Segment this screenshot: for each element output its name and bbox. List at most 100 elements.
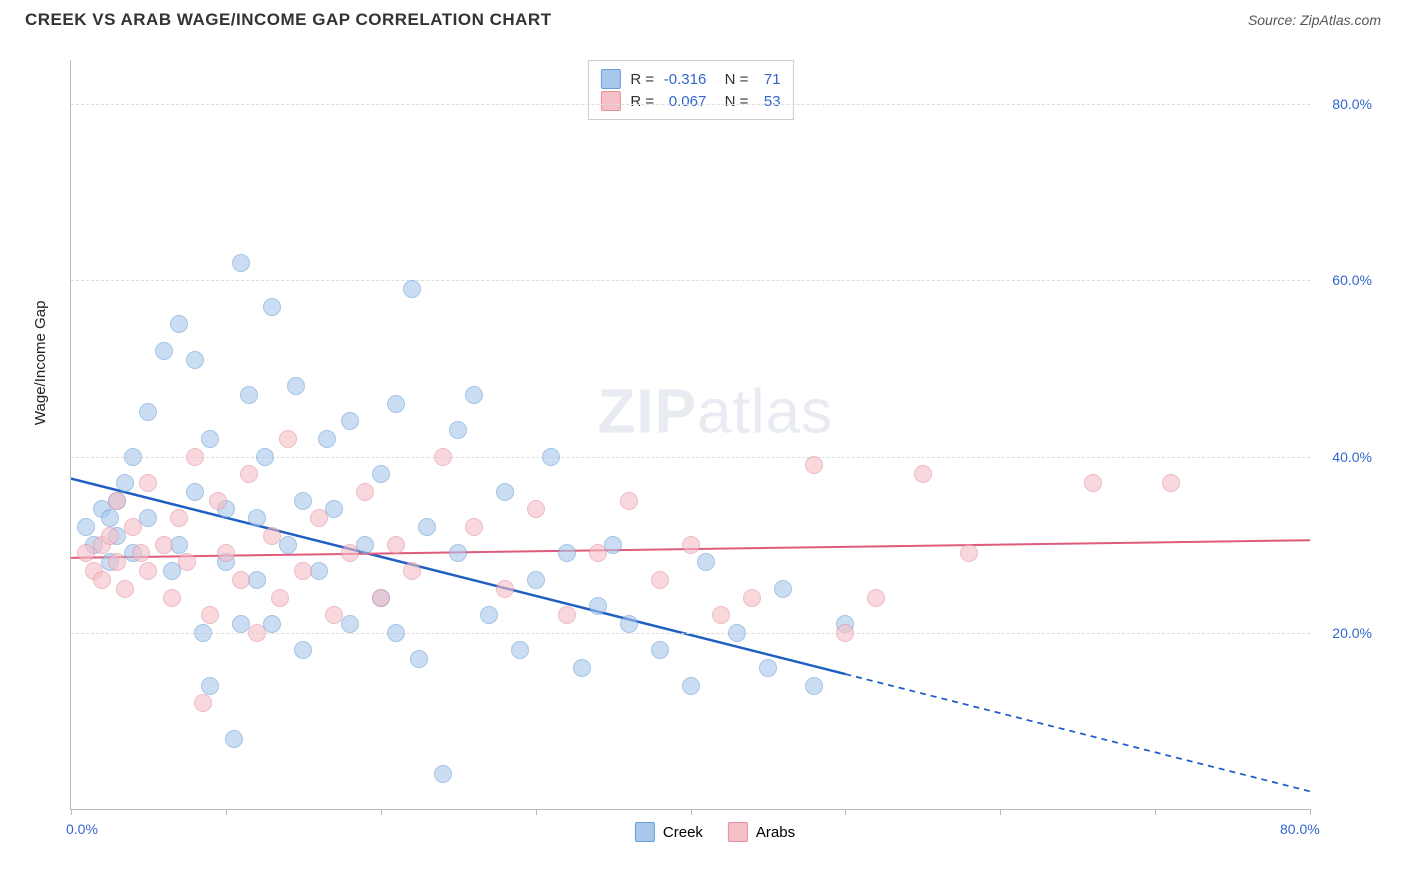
data-point (589, 597, 607, 615)
data-point (960, 544, 978, 562)
chart-title: CREEK VS ARAB WAGE/INCOME GAP CORRELATIO… (25, 10, 552, 30)
data-point (201, 606, 219, 624)
data-point (1162, 474, 1180, 492)
data-point (186, 483, 204, 501)
data-point (124, 448, 142, 466)
data-point (287, 377, 305, 395)
data-point (558, 544, 576, 562)
data-point (139, 474, 157, 492)
data-point (240, 386, 258, 404)
data-point (124, 518, 142, 536)
data-point (256, 448, 274, 466)
data-point (217, 544, 235, 562)
data-point (465, 518, 483, 536)
x-tick (71, 809, 72, 815)
data-point (836, 624, 854, 642)
legend-r-label: R = -0.316 (630, 71, 706, 88)
data-point (194, 694, 212, 712)
data-point (867, 589, 885, 607)
data-point (712, 606, 730, 624)
data-point (101, 527, 119, 545)
data-point (186, 448, 204, 466)
data-point (155, 536, 173, 554)
data-point (914, 465, 932, 483)
x-tick (536, 809, 537, 815)
data-point (201, 430, 219, 448)
regression-lines-layer (71, 60, 1310, 809)
data-point (372, 465, 390, 483)
data-point (356, 536, 374, 554)
series-name: Arabs (756, 824, 795, 841)
y-tick-label: 20.0% (1317, 625, 1372, 641)
data-point (325, 606, 343, 624)
series-legend: Creek Arabs (635, 822, 795, 842)
data-point (163, 589, 181, 607)
data-point (341, 544, 359, 562)
x-tick (845, 809, 846, 815)
x-tick-label: 0.0% (66, 821, 98, 837)
data-point (774, 580, 792, 598)
y-tick-label: 40.0% (1317, 449, 1372, 465)
gridline (71, 280, 1310, 281)
data-point (620, 615, 638, 633)
legend-swatch (600, 69, 620, 89)
data-point (449, 421, 467, 439)
data-point (604, 536, 622, 554)
data-point (387, 536, 405, 554)
legend-swatch (728, 822, 748, 842)
data-point (170, 315, 188, 333)
data-point (728, 624, 746, 642)
data-point (294, 562, 312, 580)
data-point (93, 571, 111, 589)
data-point (279, 536, 297, 554)
data-point (101, 509, 119, 527)
x-tick (691, 809, 692, 815)
data-point (325, 500, 343, 518)
data-point (558, 606, 576, 624)
data-point (263, 298, 281, 316)
data-point (232, 571, 250, 589)
source-attribution: Source: ZipAtlas.com (1248, 12, 1381, 28)
plot-container: Wage/Income Gap ZIPatlas R = -0.316 N = … (50, 50, 1380, 850)
data-point (263, 527, 281, 545)
data-point (651, 571, 669, 589)
data-point (410, 650, 428, 668)
data-point (248, 624, 266, 642)
data-point (194, 624, 212, 642)
series-name: Creek (663, 824, 703, 841)
data-point (178, 553, 196, 571)
data-point (116, 580, 134, 598)
legend-swatch (635, 822, 655, 842)
data-point (341, 615, 359, 633)
data-point (403, 280, 421, 298)
data-point (116, 474, 134, 492)
data-point (527, 571, 545, 589)
data-point (139, 403, 157, 421)
data-point (232, 254, 250, 272)
data-point (108, 553, 126, 571)
data-point (465, 386, 483, 404)
data-point (1084, 474, 1102, 492)
data-point (139, 509, 157, 527)
data-point (248, 509, 266, 527)
data-point (743, 589, 761, 607)
data-point (480, 606, 498, 624)
y-tick-label: 60.0% (1317, 272, 1372, 288)
plot-area: ZIPatlas R = -0.316 N = 71R = 0.067 N = … (70, 60, 1310, 810)
x-tick (381, 809, 382, 815)
data-point (294, 492, 312, 510)
data-point (341, 412, 359, 430)
legend-r-label: R = 0.067 (630, 93, 706, 110)
data-point (511, 641, 529, 659)
data-point (294, 641, 312, 659)
data-point (805, 456, 823, 474)
data-point (434, 765, 452, 783)
watermark: ZIPatlas (598, 377, 833, 448)
legend-row: R = -0.316 N = 71 (600, 69, 780, 89)
data-point (108, 492, 126, 510)
data-point (805, 677, 823, 695)
series-legend-item: Creek (635, 822, 703, 842)
legend-swatch (600, 91, 620, 111)
data-point (387, 624, 405, 642)
data-point (759, 659, 777, 677)
